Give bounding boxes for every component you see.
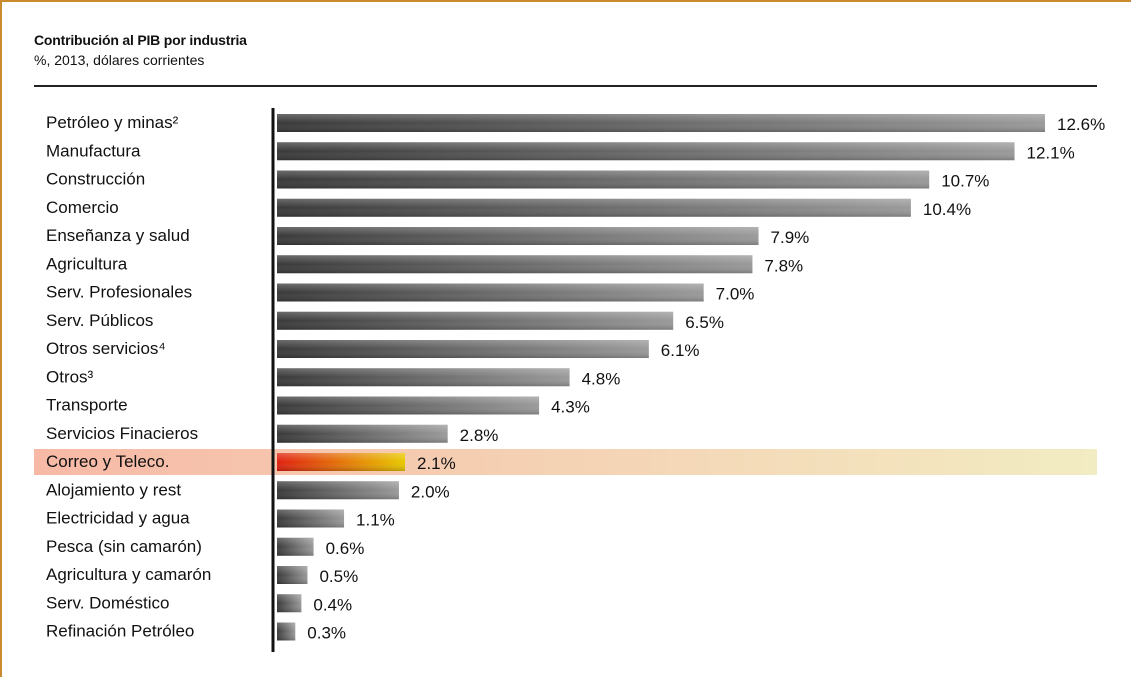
- category-label-manufactura: Manufactura: [46, 141, 141, 160]
- category-label-construccion: Construcción: [46, 170, 145, 189]
- value-label-correo-y-teleco: 2.1%: [417, 454, 456, 473]
- bar-shine-transporte: [277, 396, 540, 415]
- bar-shine-alojamiento-y-rest: [277, 481, 399, 500]
- value-label-serv-domestico: 0.4%: [313, 595, 352, 614]
- value-label-serv-publicos: 6.5%: [685, 313, 724, 332]
- value-label-petroleo-y-minas: 12.6%: [1057, 115, 1105, 134]
- highlight-band: [34, 449, 1097, 475]
- value-label-transporte: 4.3%: [551, 398, 590, 417]
- value-label-servicios-finacieros: 2.8%: [460, 426, 499, 445]
- bar-shine-ensenanza-y-salud: [277, 227, 759, 245]
- bar-shine-otros: [277, 368, 570, 387]
- category-label-otros-servicios: Otros servicios⁴: [46, 339, 166, 358]
- chart-title: Contribución al PIB por industria: [34, 32, 247, 48]
- value-label-electricidad-y-agua: 1.1%: [356, 511, 395, 530]
- bar-shine-serv-publicos: [277, 311, 674, 330]
- bar-shine-agricultura-y-camaron: [277, 566, 308, 584]
- category-label-comercio: Comercio: [46, 198, 119, 217]
- category-label-alojamiento-y-rest: Alojamiento y rest: [46, 480, 181, 499]
- category-label-servicios-finacieros: Servicios Finacieros: [46, 424, 198, 443]
- bar-shine-agricultura: [277, 255, 753, 274]
- category-label-refinacion-petroleo: Refinación Petróleo: [46, 622, 194, 641]
- category-label-pesca-sin-camaron: Pesca (sin camarón): [46, 537, 202, 556]
- chart-subtitle: %, 2013, dólares corrientes: [34, 52, 205, 68]
- bar-shine-servicios-finacieros: [277, 424, 448, 443]
- value-label-comercio: 10.4%: [923, 200, 971, 219]
- value-label-agricultura: 7.8%: [764, 256, 803, 275]
- bar-shine-otros-servicios: [277, 340, 649, 358]
- bar-shine-manufactura: [277, 142, 1015, 161]
- bar-shine-construccion: [277, 170, 930, 189]
- category-label-serv-publicos: Serv. Públicos: [46, 311, 153, 330]
- value-label-manufactura: 12.1%: [1027, 143, 1075, 162]
- value-label-serv-profesionales: 7.0%: [716, 285, 755, 304]
- category-label-serv-profesionales: Serv. Profesionales: [46, 283, 192, 302]
- bar-shine-petroleo-y-minas: [277, 114, 1045, 132]
- category-label-agricultura: Agricultura: [46, 254, 128, 273]
- value-label-agricultura-y-camaron: 0.5%: [319, 567, 358, 586]
- bar-shine-electricidad-y-agua: [277, 509, 345, 528]
- value-label-construccion: 10.7%: [941, 172, 989, 191]
- bar-shine-pesca-sin-camaron: [277, 537, 314, 556]
- value-label-otros: 4.8%: [582, 369, 621, 388]
- category-label-otros: Otros³: [46, 367, 94, 386]
- category-label-transporte: Transporte: [46, 396, 128, 415]
- value-label-alojamiento-y-rest: 2.0%: [411, 482, 450, 501]
- bar-shine-comercio: [277, 198, 911, 217]
- bar-shine-refinacion-petroleo: [277, 622, 296, 641]
- value-label-otros-servicios: 6.1%: [661, 341, 700, 360]
- bar-shine-serv-profesionales: [277, 283, 704, 302]
- category-label-serv-domestico: Serv. Doméstico: [46, 593, 169, 612]
- category-label-ensenanza-y-salud: Enseñanza y salud: [46, 226, 190, 245]
- category-label-correo-y-teleco: Correo y Teleco.: [46, 452, 169, 471]
- value-label-refinacion-petroleo: 0.3%: [307, 624, 346, 643]
- value-label-pesca-sin-camaron: 0.6%: [326, 539, 365, 558]
- value-label-ensenanza-y-salud: 7.9%: [771, 228, 810, 247]
- category-label-agricultura-y-camaron: Agricultura y camarón: [46, 565, 211, 584]
- title-rule: [34, 85, 1097, 87]
- category-label-petroleo-y-minas: Petróleo y minas²: [46, 113, 179, 132]
- category-label-electricidad-y-agua: Electricidad y agua: [46, 509, 190, 528]
- bar-shine-serv-domestico: [277, 594, 302, 613]
- bar-shine-correo-y-teleco: [277, 453, 405, 471]
